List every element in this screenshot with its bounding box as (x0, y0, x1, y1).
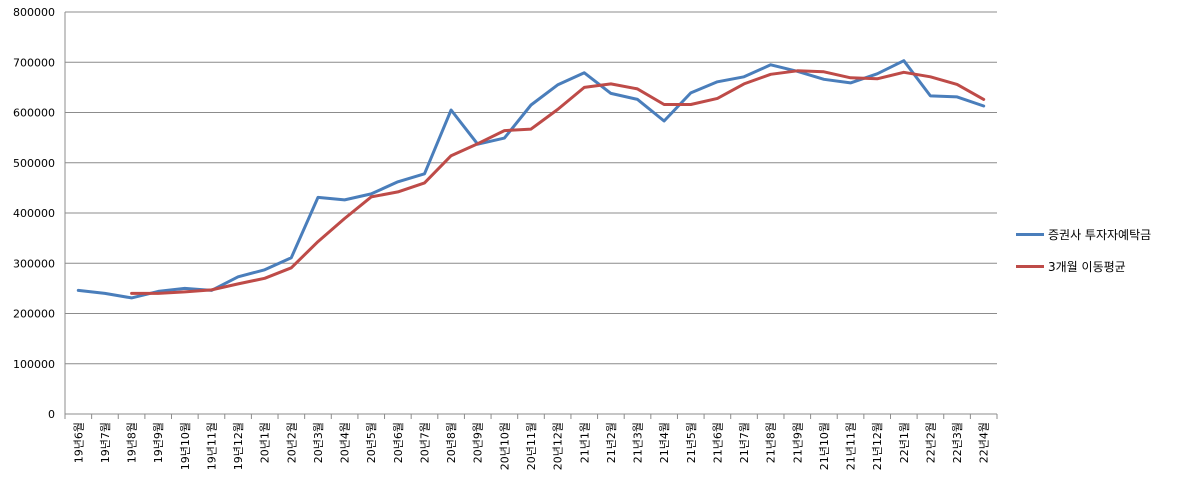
x-tick-label: 19년9월 (152, 422, 165, 463)
x-tick-label: 20년6월 (392, 422, 405, 463)
x-tick-label: 20년11월 (525, 422, 538, 470)
x-tick-label: 20년3월 (312, 422, 325, 463)
x-tick-label: 20년1월 (259, 422, 272, 463)
y-tick-label: 500000 (13, 157, 55, 170)
y-axis-tick-labels: 0 100000 200000 300000 400000 500000 600000 700… (13, 6, 55, 421)
y-tick-label: 700000 (13, 56, 55, 69)
y-tick-label: 600000 (13, 107, 55, 120)
x-tick-label: 21년12월 (871, 422, 884, 470)
x-tick-label: 22년3월 (951, 422, 964, 463)
x-axis-tick-labels: 19년6월 19년7월 19년8월 19년9월 19년10월 19년11월 19년12월 20… (72, 422, 990, 470)
y-tick-label: 100000 (13, 358, 55, 371)
legend-item-series-1: 증권사 투자자예탁금 (1016, 226, 1151, 242)
series-lines (76, 59, 986, 300)
x-tick-label: 21년9월 (791, 422, 804, 463)
x-tick-label: 19년10월 (179, 422, 192, 470)
y-tick-label: 300000 (13, 257, 55, 270)
legend: 증권사 투자자예탁금 3개월 이동평균 (1016, 226, 1151, 290)
x-tick-label: 20년4월 (339, 422, 352, 463)
x-tick-label: 20년2월 (285, 422, 298, 463)
x-tick-label: 21년10월 (818, 422, 831, 470)
x-tick-label: 20년7월 (418, 422, 431, 463)
x-tick-label: 20년9월 (472, 422, 485, 463)
legend-swatch-series-2 (1016, 264, 1044, 268)
x-tick-label: 21년4월 (658, 422, 671, 463)
x-tick-label: 20년8월 (445, 422, 458, 463)
y-tick-label: 0 (48, 408, 55, 421)
x-tick-label: 21년1월 (578, 422, 591, 463)
axes (64, 12, 998, 419)
x-tick-label: 20년5월 (365, 422, 378, 463)
x-tick-label: 22년4월 (978, 422, 991, 463)
y-tick-label: 800000 (13, 6, 55, 19)
x-tick-label: 19년8월 (126, 422, 139, 463)
y-tick-label: 400000 (13, 207, 55, 220)
x-tick-label: 19년11월 (205, 422, 218, 470)
series-line-2 (130, 69, 986, 295)
legend-label-series-1: 증권사 투자자예탁금 (1048, 227, 1152, 242)
x-tick-label: 21년5월 (685, 422, 698, 463)
x-tick-label: 21년2월 (605, 422, 618, 463)
legend-label-series-2: 3개월 이동평균 (1048, 259, 1126, 274)
x-tick-label: 22년2월 (924, 422, 937, 463)
x-tick-label: 21년6월 (711, 422, 724, 463)
series-line-1 (76, 59, 986, 300)
x-tick-label: 20년12월 (552, 422, 565, 470)
x-tick-label: 19년7월 (99, 422, 112, 463)
gridlines (65, 11, 997, 365)
x-tick-label: 20년10월 (498, 422, 511, 470)
x-tick-label: 21년8월 (765, 422, 778, 463)
legend-swatch-series-1 (1016, 232, 1044, 236)
x-tick-label: 21년7월 (738, 422, 751, 463)
x-tick-label: 22년1월 (898, 422, 911, 463)
x-tick-label: 19년6월 (72, 422, 85, 463)
legend-item-series-2: 3개월 이동평균 (1016, 258, 1151, 274)
y-tick-label: 200000 (13, 308, 55, 321)
x-tick-label: 21년3월 (632, 422, 645, 463)
x-tick-label: 21년11월 (845, 422, 858, 470)
x-tick-label: 19년12월 (232, 422, 245, 470)
